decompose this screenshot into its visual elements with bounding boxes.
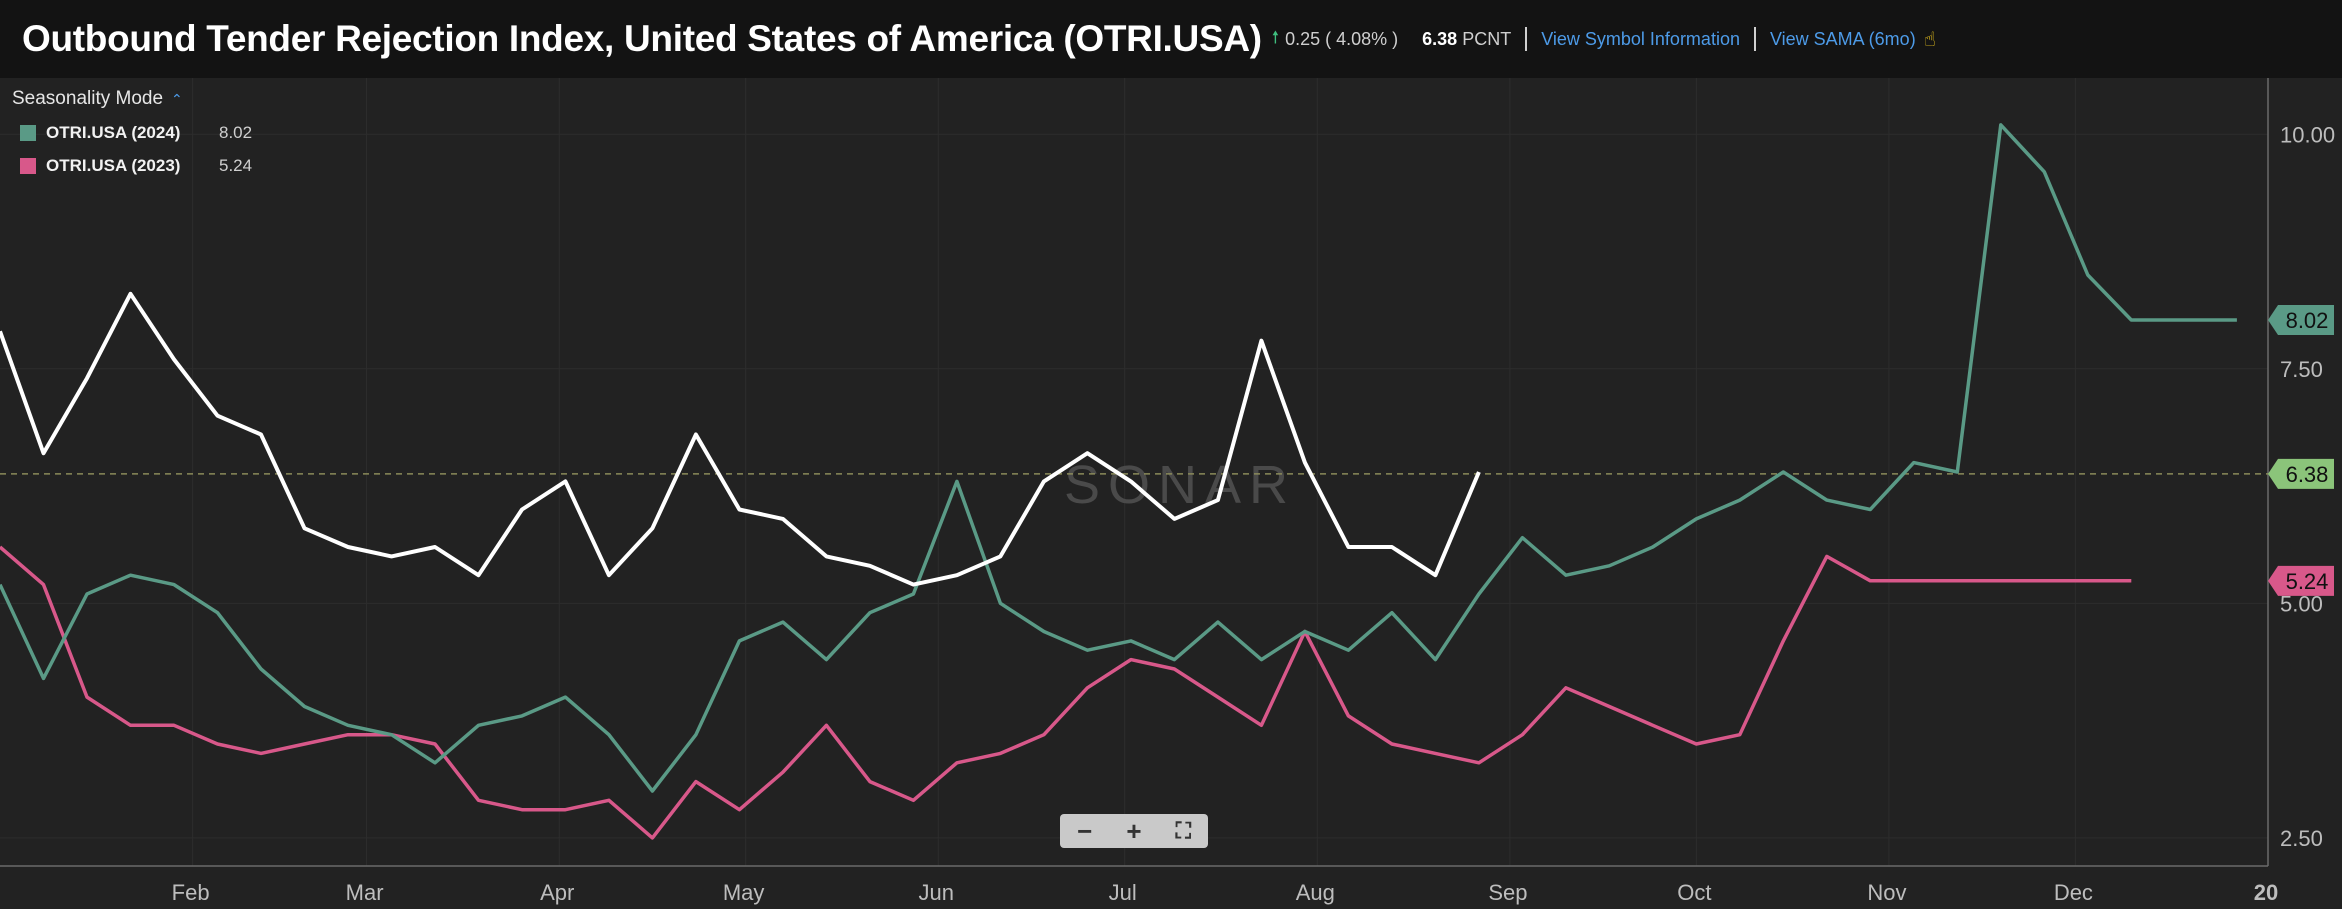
y-tick-label: 2.50 [2280, 826, 2323, 851]
series-line-current [0, 291, 1481, 587]
last-value-tag [2268, 458, 2334, 489]
x-tick-label: Feb [172, 880, 210, 905]
x-tick-label: Jul [1109, 880, 1137, 905]
x-tick-label: Aug [1296, 880, 1335, 905]
series-line-2023 [0, 545, 2132, 840]
zoom-controls: − + ⛶ [1060, 814, 1208, 848]
change-indicator: 🠕 0.25 ( 4.08% ) [1272, 25, 1398, 54]
hand-chart-icon[interactable]: ☝ [1923, 28, 1936, 51]
legend-name-2024: OTRI.USA (2024) [46, 123, 181, 142]
legend-swatch-2024 [20, 125, 36, 141]
x-tick-label: 20 [2254, 880, 2278, 905]
last-value-tag-label: 6.38 [2286, 462, 2329, 487]
x-tick-label: Apr [540, 880, 574, 905]
chevron-up-icon: ⌃ [171, 90, 183, 107]
view-sama-link[interactable]: View SAMA (6mo) [1769, 28, 1916, 49]
x-tick-label: Nov [1867, 880, 1906, 905]
last-value-tag-label: 5.24 [2286, 569, 2329, 594]
last-value-number: 6.38 [1422, 28, 1458, 49]
fit-view-button[interactable]: ⛶ [1175, 818, 1192, 843]
x-tick-label: May [723, 880, 765, 905]
change-text: 0.25 ( 4.08% ) [1285, 28, 1399, 49]
seasonality-mode-label: Seasonality Mode [12, 88, 164, 109]
arrow-up-icon: 🠕 [1271, 27, 1280, 47]
legend: Seasonality Mode ⌃ OTRI.USA (2024) 8.02 … [12, 88, 252, 176]
last-value-tag-label: 8.02 [2286, 308, 2329, 333]
last-value-unit: PCNT [1462, 28, 1512, 49]
x-tick-label: Mar [346, 880, 384, 905]
y-tick-label: 10.00 [2280, 122, 2335, 147]
zoom-out-button[interactable]: − [1077, 816, 1093, 846]
legend-value-2024: 8.02 [219, 123, 253, 142]
legend-item-2023[interactable]: OTRI.USA (2023) 5.24 [12, 156, 252, 176]
sonar-watermark: SONAR [1064, 455, 1296, 515]
chart-header: Outbound Tender Rejection Index, United … [0, 0, 2342, 78]
seasonality-mode-toggle[interactable]: Seasonality Mode ⌃ [12, 88, 252, 110]
x-tick-label: Jun [919, 880, 954, 905]
last-value-tag [2268, 565, 2334, 596]
x-tick-label: Sep [1488, 880, 1527, 905]
legend-value-2023: 5.24 [219, 156, 253, 175]
legend-name-2023: OTRI.USA (2023) [46, 156, 181, 175]
series-line-2024 [0, 123, 2237, 793]
x-tick-label: Oct [1677, 880, 1711, 905]
legend-item-2024[interactable]: OTRI.USA (2024) 8.02 [12, 123, 252, 143]
chart-canvas: Feb Mar Apr May Jun Jul Aug Sep Oct Nov Dec 20 10.00… [0, 78, 2335, 905]
x-tick-label: Dec [2054, 880, 2093, 905]
chart-title: Outbound Tender Rejection Index, United … [22, 18, 1262, 59]
legend-swatch-2023 [20, 158, 36, 174]
last-value-tag [2268, 305, 2334, 336]
view-symbol-info-link[interactable]: View Symbol Information [1541, 28, 1740, 49]
divider [1525, 27, 1528, 51]
divider [1753, 27, 1756, 51]
y-tick-label: 7.50 [2280, 357, 2323, 382]
zoom-in-button[interactable]: + [1126, 816, 1142, 846]
last-value: 6.38 PCNT [1422, 29, 1511, 50]
